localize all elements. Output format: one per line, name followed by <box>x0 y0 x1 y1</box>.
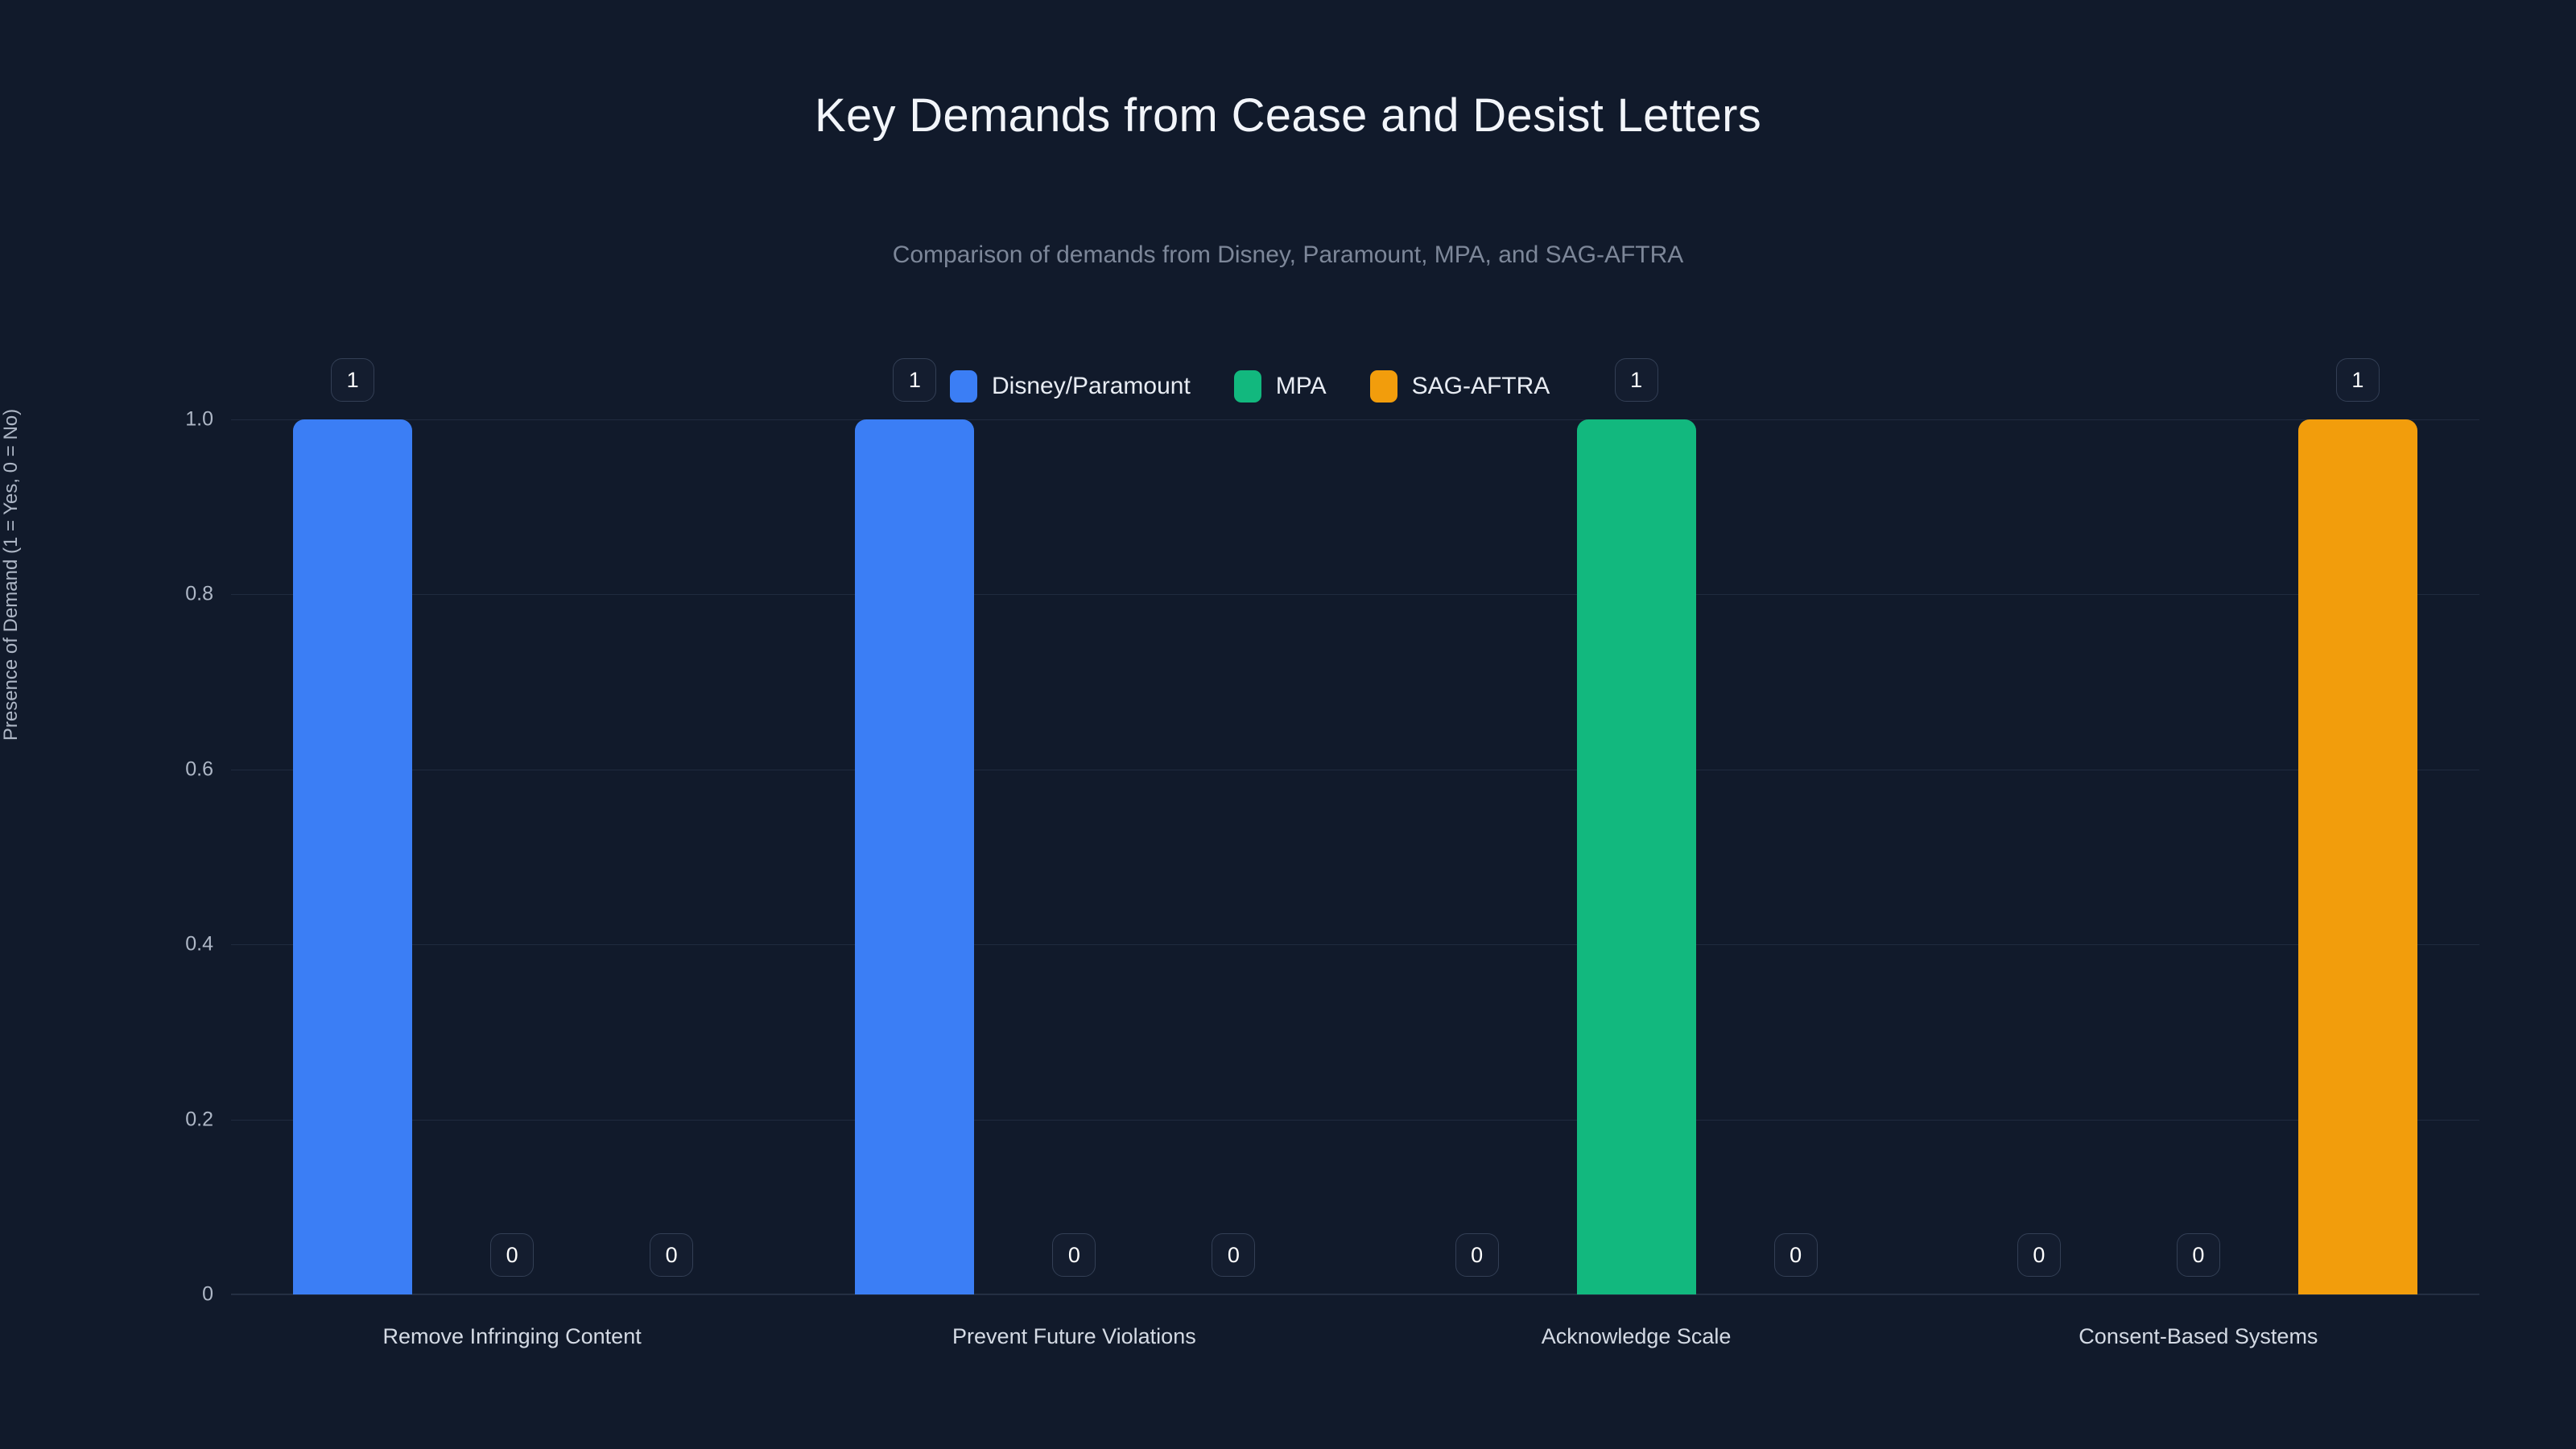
x-axis-tick-label: Remove Infringing Content <box>382 1324 642 1348</box>
gridline <box>231 1119 2479 1121</box>
bar-value-label: 0 <box>650 1233 694 1277</box>
y-axis-tick-label: 0.4 <box>185 932 213 956</box>
bar-value-label: 0 <box>1773 1233 1818 1277</box>
bar[interactable] <box>293 419 413 1294</box>
legend-label: Disney/Paramount <box>992 373 1191 399</box>
y-axis-tick-label: 0 <box>202 1282 213 1306</box>
bar-value-label: 0 <box>2017 1233 2061 1277</box>
bar-value-label: 0 <box>490 1233 535 1277</box>
bar-value-label: 0 <box>1455 1233 1499 1277</box>
y-axis-tick-label: 0.2 <box>185 1108 213 1131</box>
gridline <box>231 944 2479 946</box>
chart-legend: Disney/Paramount MPA SAG-AFTRA <box>950 366 1550 407</box>
x-axis-tick-label: Acknowledge Scale <box>1541 1324 1732 1348</box>
chart-title: Key Demands from Cease and Desist Letter… <box>814 89 1762 142</box>
legend-item-sag-aftra[interactable]: SAG-AFTRA <box>1369 370 1550 402</box>
x-axis-tick-label: Consent-Based Systems <box>2079 1324 2318 1348</box>
gridline <box>231 1294 2479 1295</box>
bar[interactable] <box>855 419 975 1294</box>
bar[interactable] <box>2297 419 2417 1294</box>
chart-subtitle: Comparison of demands from Disney, Param… <box>892 242 1684 268</box>
x-axis-tick-label: Prevent Future Violations <box>952 1324 1196 1348</box>
bar-value-label: 1 <box>2335 358 2380 402</box>
bar-value-label: 0 <box>1212 1233 1256 1277</box>
bar-value-label: 1 <box>893 358 937 402</box>
gridline <box>231 419 2479 420</box>
bar-value-label: 0 <box>2176 1233 2220 1277</box>
legend-swatch-icon <box>950 370 977 402</box>
bar-value-label: 1 <box>331 358 375 402</box>
y-axis-tick-label: 1.0 <box>185 407 213 431</box>
bar-value-label: 0 <box>1052 1233 1096 1277</box>
gridline <box>231 594 2479 596</box>
bar[interactable] <box>1576 419 1696 1294</box>
bar-value-label: 1 <box>1614 358 1658 402</box>
legend-item-disney-paramount[interactable]: Disney/Paramount <box>950 370 1191 402</box>
y-axis-tick-label: 0.8 <box>185 582 213 605</box>
legend-swatch-icon <box>1233 370 1261 402</box>
legend-label: SAG-AFTRA <box>1411 373 1550 399</box>
y-axis-label: Presence of Demand (1 = Yes, 0 = No) <box>0 408 22 741</box>
legend-label: MPA <box>1275 373 1327 399</box>
legend-swatch-icon <box>1369 370 1397 402</box>
legend-item-mpa[interactable]: MPA <box>1233 370 1327 402</box>
plot-area <box>231 419 2479 1295</box>
y-axis-tick-label: 0.6 <box>185 758 213 781</box>
